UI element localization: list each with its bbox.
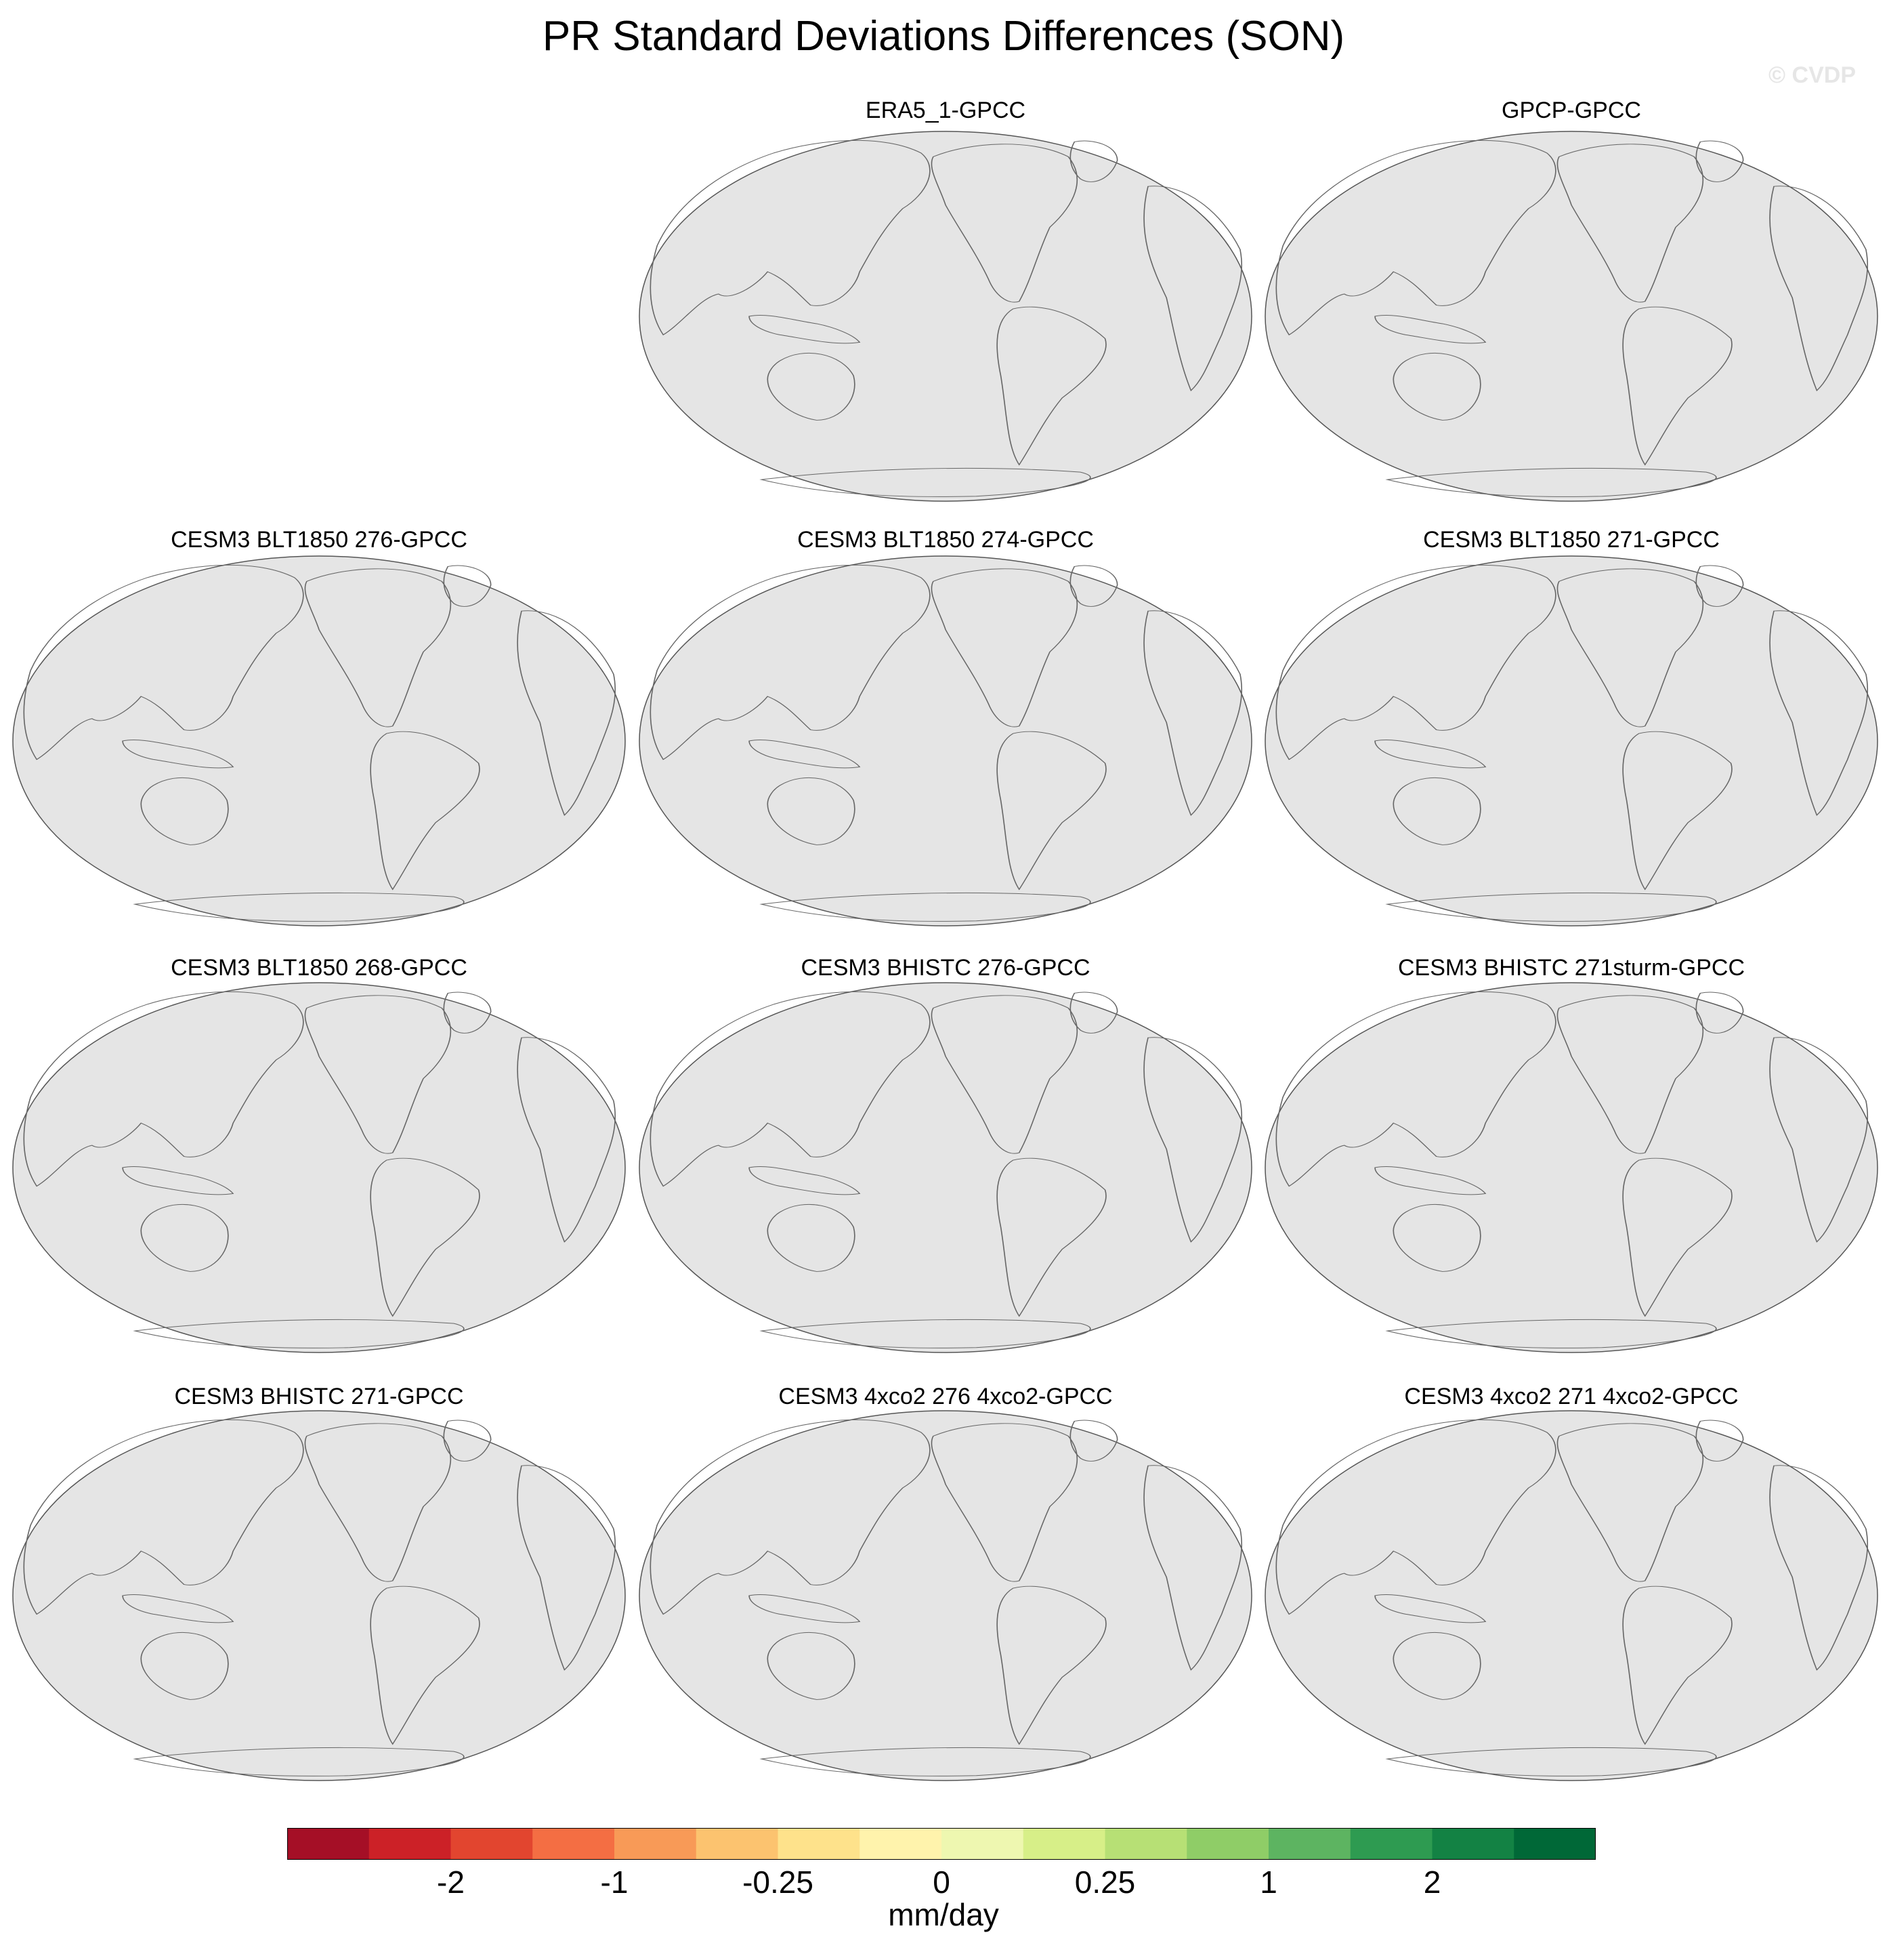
colorbar-tick-label: 0 bbox=[933, 1864, 950, 1900]
ocean-ellipse bbox=[1265, 131, 1878, 501]
colorbar-tick-label: 0.25 bbox=[1075, 1864, 1136, 1900]
panel-title: CESM3 4xco2 276 4xco2-GPCC bbox=[778, 1384, 1112, 1410]
colorbar-swatch bbox=[1351, 1828, 1433, 1860]
figure-title: PR Standard Deviations Differences (SON) bbox=[0, 12, 1887, 60]
panel-title: CESM3 BLT1850 276-GPCC bbox=[171, 527, 467, 553]
ocean-ellipse bbox=[639, 556, 1252, 926]
panel-title: CESM3 BLT1850 271-GPCC bbox=[1423, 527, 1720, 553]
ocean-ellipse bbox=[1265, 1411, 1878, 1781]
colorbar-swatch bbox=[941, 1828, 1023, 1860]
colorbar-swatch bbox=[1433, 1828, 1514, 1860]
ocean-ellipse bbox=[13, 1411, 625, 1781]
colorbar-tick-label: -2 bbox=[437, 1864, 465, 1900]
colorbar-swatch bbox=[1514, 1828, 1596, 1860]
world-map bbox=[1265, 982, 1878, 1353]
world-map bbox=[1265, 1410, 1878, 1781]
colorbar-tick-label: -0.25 bbox=[742, 1864, 813, 1900]
colorbar-swatch bbox=[614, 1828, 696, 1860]
world-map bbox=[639, 1410, 1252, 1781]
ocean-ellipse bbox=[13, 983, 625, 1352]
colorbar-swatch bbox=[778, 1828, 860, 1860]
panel-title: CESM3 BLT1850 268-GPCC bbox=[171, 955, 467, 981]
colorbar-tick-label: 1 bbox=[1260, 1864, 1277, 1900]
world-map bbox=[639, 131, 1252, 502]
panel-title: CESM3 BHISTC 271sturm-GPCC bbox=[1398, 955, 1745, 981]
colorbar-swatch bbox=[451, 1828, 533, 1860]
panel-title: CESM3 BHISTC 276-GPCC bbox=[801, 955, 1090, 981]
world-map bbox=[639, 982, 1252, 1353]
colorbar-swatch bbox=[369, 1828, 451, 1860]
world-map bbox=[12, 982, 626, 1353]
ocean-ellipse bbox=[639, 131, 1252, 501]
world-map bbox=[12, 555, 626, 926]
panel-title: CESM3 BHISTC 271-GPCC bbox=[175, 1384, 464, 1410]
colorbar-tick-label: -1 bbox=[601, 1864, 629, 1900]
colorbar-swatch bbox=[860, 1828, 941, 1860]
panel-title: GPCP-GPCC bbox=[1502, 98, 1641, 124]
panel-title: CESM3 4xco2 271 4xco2-GPCC bbox=[1404, 1384, 1738, 1410]
world-map bbox=[1265, 555, 1878, 926]
world-map bbox=[1265, 131, 1878, 502]
panel-title: ERA5_1-GPCC bbox=[866, 98, 1025, 124]
colorbar-swatch bbox=[532, 1828, 614, 1860]
colorbar-swatch bbox=[287, 1828, 369, 1860]
ocean-ellipse bbox=[13, 556, 625, 926]
colorbar bbox=[287, 1828, 1596, 1860]
panel-title: CESM3 BLT1850 274-GPCC bbox=[797, 527, 1094, 553]
colorbar-swatch bbox=[696, 1828, 778, 1860]
colorbar-units: mm/day bbox=[888, 1896, 999, 1933]
colorbar-tick-label: 2 bbox=[1424, 1864, 1441, 1900]
colorbar-swatch bbox=[1269, 1828, 1351, 1860]
colorbar-swatch bbox=[1187, 1828, 1269, 1860]
watermark: © CVDP bbox=[1497, 62, 1856, 89]
colorbar-swatch bbox=[1023, 1828, 1105, 1860]
colorbar-swatch bbox=[1105, 1828, 1187, 1860]
world-map bbox=[12, 1410, 626, 1781]
ocean-ellipse bbox=[639, 1411, 1252, 1781]
ocean-ellipse bbox=[639, 983, 1252, 1352]
ocean-ellipse bbox=[1265, 556, 1878, 926]
world-map bbox=[639, 555, 1252, 926]
colorbar-swatches bbox=[287, 1828, 1596, 1860]
ocean-ellipse bbox=[1265, 983, 1878, 1352]
